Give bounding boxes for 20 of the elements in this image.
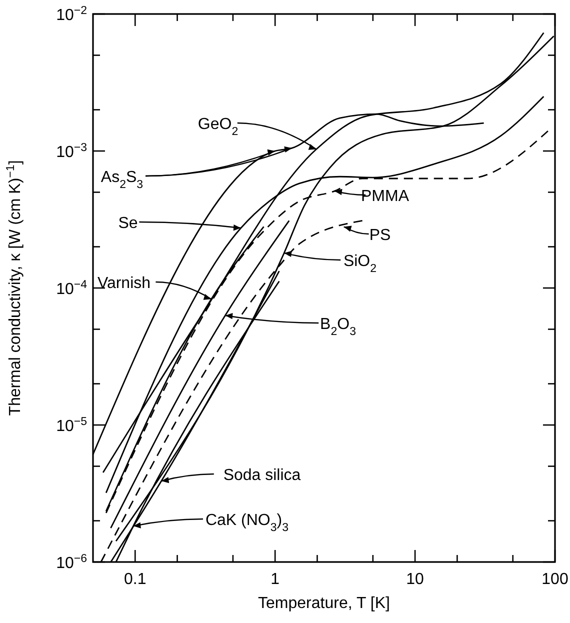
annotation: PMMA <box>361 188 410 205</box>
y-tick-label: 10$^{−5}$ <box>56 416 87 435</box>
annotation: Se <box>118 215 138 232</box>
annotation: Soda silica <box>223 467 301 484</box>
annotation: CaK (NO$_{3}$)$_{3}$ <box>205 512 289 534</box>
annotation: Varnish <box>97 275 151 292</box>
y-tick-label: 10$^{−6}$ <box>56 553 87 572</box>
y-tick-label: 10$^{−4}$ <box>56 279 88 298</box>
x-tick-label: 0.1 <box>124 571 146 588</box>
x-axis-title: Temperature, T [K] <box>258 595 390 612</box>
annotation: SiO$_{2}$ <box>343 253 377 275</box>
annotation: PS <box>369 227 391 244</box>
x-tick-label: 10 <box>406 571 424 588</box>
y-tick-label: 10$^{−3}$ <box>56 142 87 161</box>
annotation: B$_{2}$O$_{3}$ <box>320 316 356 338</box>
x-tick-label: 100 <box>542 571 568 588</box>
y-tick-label: 10$^{−2}$ <box>56 5 87 24</box>
annotation: GeO$_{2}$ <box>198 116 238 138</box>
annotation: As$_{2}$S$_{3}$ <box>100 169 144 191</box>
x-tick-label: 1 <box>270 571 280 588</box>
